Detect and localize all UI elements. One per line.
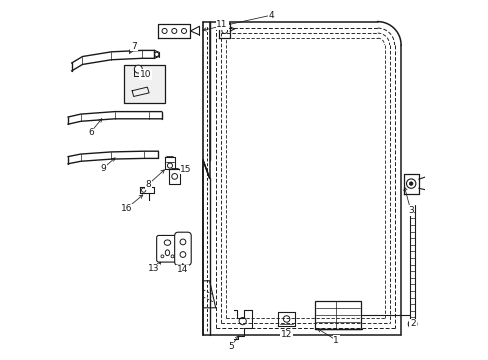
- Text: 13: 13: [148, 264, 159, 274]
- Text: 9: 9: [101, 163, 106, 172]
- Text: 8: 8: [145, 180, 151, 189]
- Text: 2: 2: [409, 320, 415, 328]
- FancyBboxPatch shape: [156, 235, 178, 262]
- Text: 15: 15: [180, 165, 191, 174]
- Text: 5: 5: [227, 342, 233, 351]
- Circle shape: [180, 252, 185, 257]
- Bar: [123, 65, 165, 103]
- Circle shape: [154, 52, 159, 57]
- Text: 6: 6: [88, 128, 94, 136]
- Ellipse shape: [134, 65, 142, 73]
- Text: 14: 14: [177, 266, 188, 274]
- Circle shape: [180, 239, 185, 245]
- Text: 7: 7: [131, 41, 137, 50]
- Circle shape: [408, 182, 412, 185]
- Circle shape: [161, 255, 163, 258]
- Ellipse shape: [165, 250, 169, 256]
- Circle shape: [171, 28, 177, 33]
- Circle shape: [407, 320, 416, 328]
- FancyBboxPatch shape: [174, 232, 191, 265]
- Ellipse shape: [164, 240, 170, 246]
- Circle shape: [283, 316, 289, 322]
- Text: 12: 12: [281, 330, 292, 339]
- Text: 10: 10: [140, 70, 151, 79]
- Circle shape: [222, 28, 227, 33]
- Text: 16: 16: [121, 204, 132, 213]
- Circle shape: [171, 174, 177, 179]
- Text: 3: 3: [407, 206, 413, 215]
- Text: 1: 1: [333, 336, 339, 345]
- Circle shape: [181, 28, 186, 33]
- Circle shape: [167, 163, 172, 168]
- Circle shape: [141, 188, 145, 192]
- Circle shape: [239, 318, 246, 325]
- Circle shape: [406, 179, 415, 188]
- Circle shape: [162, 28, 167, 33]
- Text: 11: 11: [216, 20, 227, 29]
- Bar: [314, 301, 361, 329]
- Circle shape: [171, 255, 174, 258]
- Text: 4: 4: [268, 10, 274, 19]
